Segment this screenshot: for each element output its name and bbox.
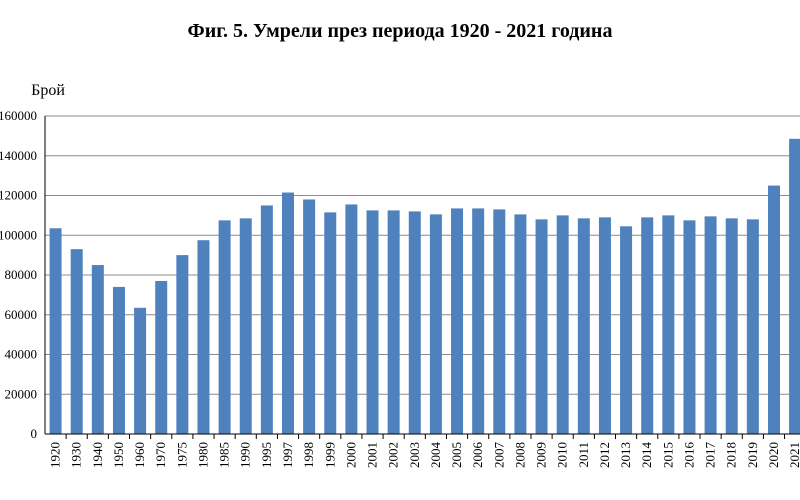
bar-2014 — [641, 217, 654, 434]
y-tick-label: 60000 — [5, 307, 38, 322]
x-tick-label: 1999 — [322, 442, 337, 468]
y-axis-label: Брой — [31, 82, 65, 99]
y-tick-label: 20000 — [5, 386, 38, 401]
bar-1970 — [155, 280, 168, 434]
x-tick-label: 1930 — [69, 442, 84, 468]
bar-1980 — [197, 240, 210, 434]
bar-1998 — [303, 199, 316, 434]
y-tick-label: 120000 — [0, 188, 37, 203]
bar-2009 — [535, 219, 548, 434]
bar-2012 — [598, 217, 611, 434]
bar-1975 — [176, 255, 189, 434]
y-tick-label: 80000 — [5, 267, 38, 282]
x-tick-label: 2008 — [512, 442, 527, 468]
x-tick-label: 2010 — [555, 442, 570, 468]
bar-2016 — [683, 220, 696, 434]
bar-2001 — [366, 210, 379, 434]
bar-2019 — [746, 219, 759, 434]
bar-1999 — [324, 212, 337, 434]
x-tick-label: 2015 — [660, 442, 675, 468]
bar-2007 — [493, 209, 506, 434]
y-tick-label: 100000 — [0, 227, 37, 242]
x-tick-label: 2003 — [407, 442, 422, 468]
bar-2021 — [789, 138, 800, 434]
x-tick-label: 2021 — [787, 442, 800, 468]
y-tick-label: 0 — [31, 426, 38, 441]
x-tick-label: 1998 — [301, 442, 316, 468]
x-tick-label: 2012 — [597, 442, 612, 468]
bar-2018 — [725, 218, 738, 434]
bar-1950 — [112, 286, 125, 434]
y-tick-label: 140000 — [0, 148, 37, 163]
x-tick-label: 1950 — [111, 442, 126, 468]
bar-1990 — [239, 218, 252, 434]
x-tick-label: 2001 — [365, 442, 380, 468]
x-tick-label: 2020 — [766, 442, 781, 468]
x-tick-label: 2004 — [428, 442, 443, 469]
x-tick-label: 2017 — [703, 442, 718, 469]
x-tick-label: 1985 — [217, 442, 232, 468]
x-tick-label: 1920 — [48, 442, 63, 468]
x-tick-label: 2007 — [491, 442, 506, 469]
bar-2005 — [451, 208, 464, 434]
x-tick-label: 1980 — [195, 442, 210, 468]
x-tick-label: 2002 — [386, 442, 401, 468]
bar-2002 — [387, 210, 400, 434]
y-tick-label: 160000 — [0, 108, 37, 123]
x-tick-label: 1975 — [174, 442, 189, 468]
y-tick-labels: 0 20000 40000 60000 80000 100000 120000 140000 1… — [0, 108, 37, 441]
x-tick-label: 1960 — [132, 442, 147, 468]
bar-2003 — [408, 211, 421, 434]
x-tick-label: 1995 — [259, 442, 274, 468]
bar-1940 — [91, 265, 104, 434]
bar-2004 — [429, 214, 442, 434]
bar-2000 — [345, 204, 358, 434]
bars — [49, 138, 800, 434]
bar-1995 — [260, 205, 273, 434]
x-tick-label: 2018 — [724, 442, 739, 468]
bar-2015 — [662, 215, 675, 434]
x-tick-label: 2016 — [681, 442, 696, 469]
x-tick-label: 2005 — [449, 442, 464, 468]
x-tick-label: 2013 — [618, 442, 633, 468]
x-tick-label: 1990 — [238, 442, 253, 468]
x-tick-label: 2000 — [343, 442, 358, 468]
x-tick-labels: 1920 1930 1940 1950 1960 1970 1975 1980 1985 1990… — [48, 434, 800, 468]
bar-1985 — [218, 220, 231, 434]
y-tick-label: 40000 — [5, 347, 38, 362]
x-tick-label: 1940 — [90, 442, 105, 468]
x-tick-label: 2019 — [745, 442, 760, 468]
bar-2017 — [704, 216, 717, 434]
bar-1960 — [134, 307, 147, 434]
bar-2006 — [472, 208, 485, 434]
bar-1930 — [70, 249, 83, 434]
bar-2011 — [577, 218, 590, 434]
bar-2010 — [556, 215, 569, 434]
bar-2020 — [767, 185, 780, 434]
x-tick-label: 2006 — [470, 442, 485, 469]
x-tick-label: 2011 — [576, 442, 591, 468]
bar-2013 — [620, 226, 633, 434]
x-tick-label: 1970 — [153, 442, 168, 468]
x-tick-label: 2009 — [534, 442, 549, 468]
x-tick-label: 1997 — [280, 442, 295, 469]
bar-1920 — [49, 228, 62, 434]
bar-1997 — [281, 192, 294, 434]
bar-2008 — [514, 214, 527, 434]
chart-title: Фиг. 5. Умрели през периода 1920 - 2021 … — [187, 20, 613, 42]
x-tick-label: 2014 — [639, 442, 654, 469]
